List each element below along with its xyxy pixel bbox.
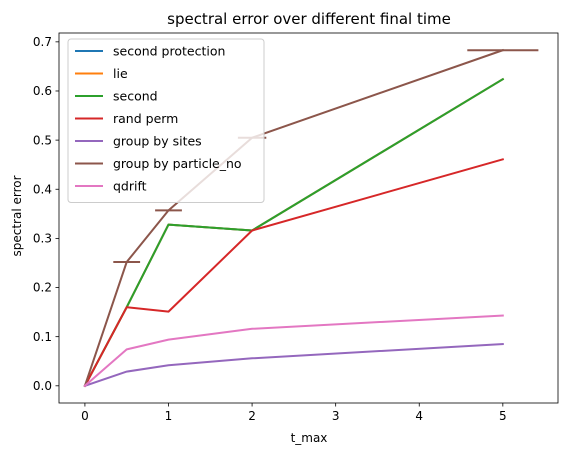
y-axis-label: spectral error bbox=[10, 175, 24, 256]
legend-label-1: lie bbox=[113, 66, 128, 81]
y-tick-label: 0.0 bbox=[33, 379, 52, 393]
legend-label-2: second bbox=[113, 89, 158, 104]
y-tick-label: 0.6 bbox=[33, 84, 52, 98]
plot-area bbox=[83, 48, 539, 388]
x-tick-label: 4 bbox=[415, 409, 423, 423]
series-line-3 bbox=[83, 158, 505, 388]
x-tick-label: 5 bbox=[499, 409, 507, 423]
legend-label-0: second protection bbox=[113, 44, 225, 59]
y-tick-label: 0.7 bbox=[33, 35, 52, 49]
series-line-4 bbox=[83, 342, 504, 388]
y-tick-label: 0.4 bbox=[33, 182, 52, 196]
y-tick-label: 0.5 bbox=[33, 133, 52, 147]
chart-title: spectral error over different final time bbox=[167, 10, 451, 28]
y-tick-label: 0.1 bbox=[33, 330, 52, 344]
x-axis-label: t_max bbox=[291, 431, 328, 445]
legend-label-3: rand perm bbox=[113, 111, 178, 126]
x-tick-label: 0 bbox=[81, 409, 89, 423]
x-tick-label: 3 bbox=[332, 409, 340, 423]
legend-box bbox=[67, 38, 265, 203]
legend-label-4: group by sites bbox=[113, 134, 202, 149]
legend-label-6: qdrift bbox=[113, 179, 147, 194]
x-tick-label: 2 bbox=[248, 409, 256, 423]
x-tick-label: 1 bbox=[165, 409, 173, 423]
series-line-6 bbox=[83, 314, 504, 388]
legend: second protection lie second rand perm group… bbox=[67, 38, 265, 203]
axes: 0 1 2 3 4 5 0.0 0.1 0.2 0.3 0.4 0.5 0.6 0.7 bbox=[33, 32, 559, 423]
axes-frame bbox=[58, 32, 559, 404]
y-tick-label: 0.2 bbox=[33, 281, 52, 295]
y-tick-label: 0.3 bbox=[33, 232, 52, 246]
legend-label-5: group by particle_no bbox=[113, 156, 242, 171]
